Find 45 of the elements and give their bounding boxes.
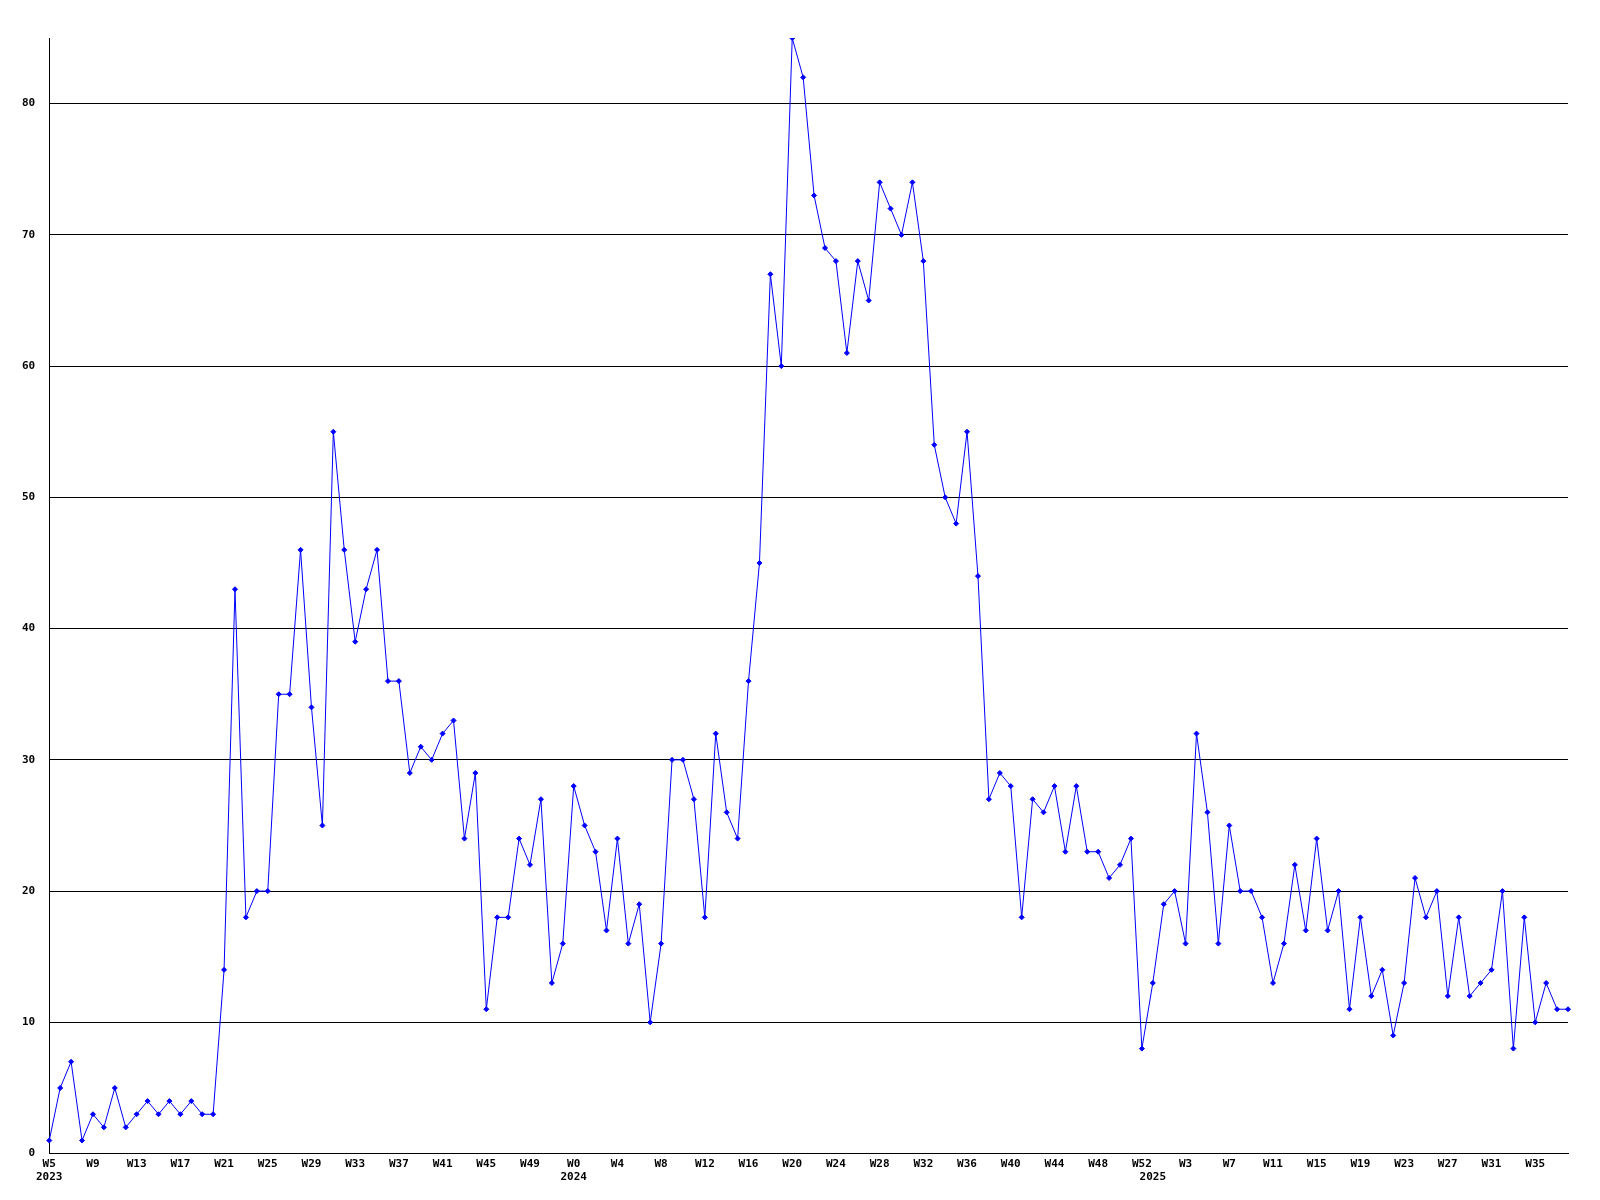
x-tick-label: W37 [388, 1157, 409, 1171]
x-tick-label: W0 2024 [560, 1157, 588, 1184]
x-tick-label: W27 [1437, 1157, 1458, 1171]
x-tick-label: W15 [1306, 1157, 1327, 1171]
y-tick-label: 50 [22, 490, 36, 504]
x-tick-label: W36 [957, 1157, 978, 1171]
x-tick-label: W13 [126, 1157, 147, 1171]
y-tick-label: 30 [22, 752, 36, 766]
x-tick-label: W9 [86, 1157, 100, 1171]
x-tick-label: W33 [345, 1157, 366, 1171]
x-tick-label: W12 [694, 1157, 715, 1171]
x-tick-label: W41 [432, 1157, 453, 1171]
x-tick-label: W29 [301, 1157, 322, 1171]
x-tick-label: W23 [1394, 1157, 1415, 1171]
x-tick-label: W31 [1481, 1157, 1502, 1171]
x-tick-label: W7 [1222, 1157, 1236, 1171]
x-tick-label: W17 [170, 1157, 191, 1171]
x-tick-label: W25 [257, 1157, 278, 1171]
y-tick-label: 0 [28, 1146, 36, 1160]
y-tick-label: 10 [22, 1015, 36, 1029]
x-tick-label: W16 [738, 1157, 759, 1171]
x-tick-label: W24 [826, 1157, 847, 1171]
x-tick-label: W45 [476, 1157, 497, 1171]
x-tick-label: W8 [654, 1157, 668, 1171]
x-tick-label: W11 [1263, 1157, 1284, 1171]
x-tick-label: W21 [214, 1157, 235, 1171]
x-tick-label: W5 2023 [36, 1157, 63, 1184]
x-tick-label: W35 [1525, 1157, 1546, 1171]
x-tick-label: W52 [1131, 1157, 1152, 1171]
y-tick-label: 80 [22, 96, 36, 110]
y-tick-label: 40 [22, 621, 36, 635]
x-tick-label: 2025 [1139, 1170, 1167, 1184]
x-tick-label: W49 [520, 1157, 540, 1171]
x-tick-label: W40 [1000, 1157, 1021, 1171]
y-tick-label: 70 [22, 227, 36, 241]
x-tick-label: W4 [610, 1157, 625, 1171]
x-tick-label: W44 [1044, 1157, 1065, 1171]
x-tick-label: W19 [1350, 1157, 1371, 1171]
y-tick-label: 60 [22, 358, 36, 372]
x-tick-label: W3 [1178, 1157, 1193, 1171]
x-tick-label: W32 [913, 1157, 934, 1171]
x-tick-label: W28 [869, 1157, 890, 1171]
y-tick-label: 20 [22, 883, 36, 897]
x-tick-label: W48 [1088, 1157, 1109, 1171]
x-tick-label: W20 [782, 1157, 803, 1171]
